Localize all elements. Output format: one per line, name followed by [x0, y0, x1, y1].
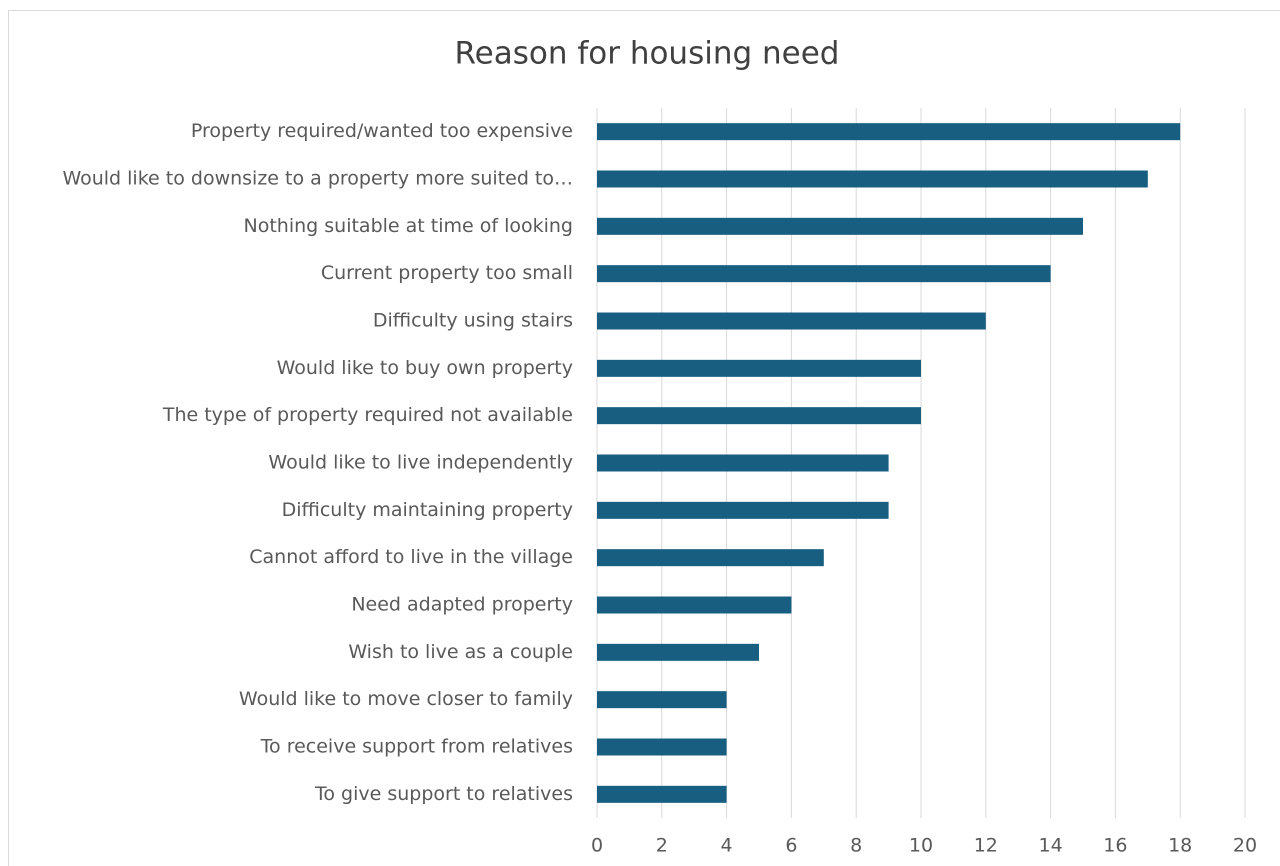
y-tick-label: Need adapted property — [351, 594, 573, 616]
x-tick-label: 18 — [1168, 835, 1192, 857]
bar — [597, 359, 921, 377]
y-tick-label: Cannot afford to live in the village — [249, 546, 573, 568]
bar — [597, 407, 921, 425]
bar — [597, 549, 824, 567]
x-tick-label: 16 — [1103, 835, 1127, 857]
y-tick-label: To receive support from relatives — [260, 736, 573, 758]
bar — [597, 643, 759, 661]
bar — [597, 217, 1083, 235]
y-tick-label: Would like to move closer to family — [239, 688, 573, 710]
y-tick-label: Current property too small — [321, 262, 573, 284]
bar — [597, 596, 792, 614]
bar — [597, 123, 1181, 141]
y-tick-label: Nothing suitable at time of looking — [244, 215, 574, 237]
x-tick-label: 10 — [909, 835, 933, 857]
x-tick-label: 0 — [591, 835, 603, 857]
x-tick-label: 8 — [850, 835, 862, 857]
y-tick-label: To give support to relatives — [314, 783, 573, 805]
chart-frame — [8, 10, 1280, 866]
x-tick-label: 6 — [785, 835, 797, 857]
y-tick-label: Would like to downsize to a property mor… — [62, 168, 573, 190]
bar — [597, 785, 727, 803]
y-tick-label: The type of property required not availa… — [162, 404, 573, 426]
y-tick-label: Difficulty using stairs — [373, 310, 573, 332]
x-tick-label: 2 — [656, 835, 668, 857]
x-tick-label: 4 — [721, 835, 733, 857]
bar — [597, 501, 889, 519]
chart-title: Reason for housing need — [455, 36, 840, 72]
x-tick-label: 12 — [974, 835, 998, 857]
x-tick-label: 14 — [1039, 835, 1063, 857]
x-tick-label: 20 — [1233, 835, 1257, 857]
bar — [597, 170, 1148, 188]
y-tick-label: Would like to buy own property — [277, 357, 573, 379]
y-tick-label: Wish to live as a couple — [348, 641, 573, 663]
bar — [597, 312, 986, 330]
bar — [597, 265, 1051, 283]
y-tick-label: Property required/wanted too expensive — [191, 120, 573, 142]
bar — [597, 691, 727, 709]
y-tick-label: Difficulty maintaining property — [282, 499, 573, 521]
bar — [597, 454, 889, 472]
bar — [597, 738, 727, 756]
y-tick-label: Would like to live independently — [268, 452, 573, 474]
